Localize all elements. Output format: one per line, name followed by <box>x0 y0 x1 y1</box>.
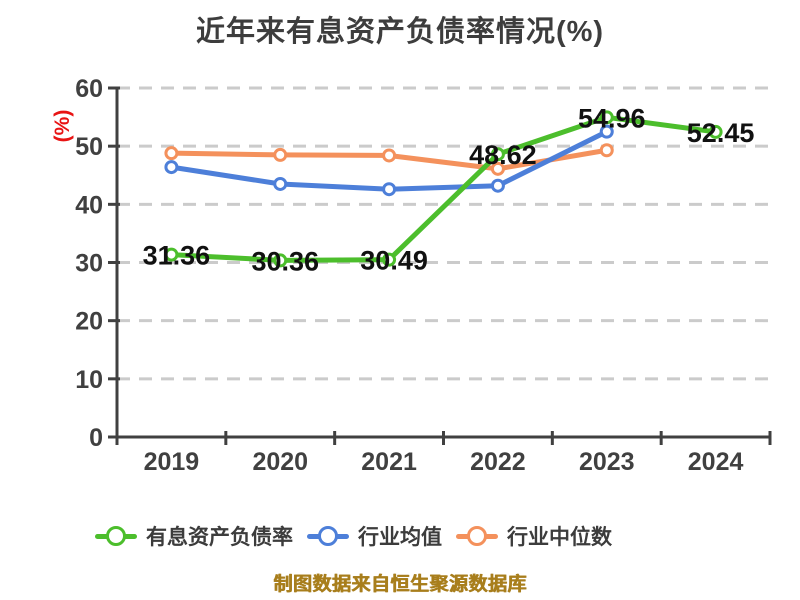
y-tick-label: 40 <box>75 191 103 219</box>
data-point-label: 30.36 <box>251 246 319 276</box>
data-point-marker <box>490 147 505 162</box>
data-point-marker <box>599 110 614 125</box>
x-tick-label: 2020 <box>252 448 308 476</box>
data-point-marker <box>164 160 179 175</box>
legend-marker-circle-icon <box>106 526 126 546</box>
footer-note: 制图数据来自恒生聚源数据库 <box>273 574 527 595</box>
y-tick-label: 20 <box>75 308 103 336</box>
legend-line-sample <box>456 526 498 546</box>
x-tick-label: 2024 <box>688 448 744 476</box>
legend-label: 有息资产负债率 <box>146 526 293 549</box>
legend-marker-circle-icon <box>318 526 338 546</box>
data-point-marker <box>273 253 288 268</box>
legend-item-interest-bearing-ratio: 有息资产负债率 <box>95 521 293 551</box>
data-point-label: 31.36 <box>143 241 211 271</box>
data-point-label: 30.49 <box>360 246 428 276</box>
x-tick-label: 2021 <box>361 448 417 476</box>
series-line <box>168 114 719 263</box>
data-point-marker <box>382 182 397 197</box>
data-point-marker <box>382 148 397 163</box>
data-point-marker <box>599 143 614 158</box>
legend-item-industry-mean: 行业均值 <box>307 521 442 551</box>
legend-item-industry-median: 行业中位数 <box>456 521 612 551</box>
y-tick-label: 50 <box>75 133 103 161</box>
x-tick-label: 2023 <box>579 448 635 476</box>
tick-labels: 0 10 20 30 40 50 60 2019 2020 2021 2022 2023 2024 <box>75 75 743 476</box>
y-tick-label: 30 <box>75 250 103 278</box>
data-point-marker <box>273 147 288 162</box>
gridlines <box>117 86 768 381</box>
legend-label: 行业均值 <box>358 526 442 549</box>
data-point-label: 48.62 <box>469 140 537 170</box>
legend: 有息资产负债率 行业均值 行业中位数 <box>95 521 612 551</box>
legend-label: 行业中位数 <box>507 526 612 549</box>
data-point-marker <box>490 161 505 176</box>
data-labels: 31.36 30.36 30.49 48.62 54.96 52.45 <box>143 103 755 276</box>
axes <box>108 86 772 445</box>
legend-line-sample <box>95 526 137 546</box>
data-point-marker <box>599 124 614 139</box>
data-point-marker <box>164 146 179 161</box>
series <box>164 110 723 268</box>
x-tick-label: 2019 <box>144 448 200 476</box>
legend-marker-circle-icon <box>467 526 487 546</box>
data-point-label: 52.45 <box>687 118 755 148</box>
data-point-marker <box>708 124 723 139</box>
data-point-marker <box>164 247 179 262</box>
y-tick-label: 10 <box>75 366 103 394</box>
legend-line-sample <box>307 526 349 546</box>
data-point-marker <box>490 178 505 193</box>
x-tick-label: 2022 <box>470 448 526 476</box>
data-point-marker <box>382 252 397 267</box>
data-point-label: 54.96 <box>578 103 646 133</box>
y-tick-label: 60 <box>75 75 103 103</box>
y-tick-label: 0 <box>89 424 103 452</box>
chart-title: 近年来有息资产负债率情况(%) <box>195 16 605 48</box>
data-point-marker <box>273 176 288 191</box>
